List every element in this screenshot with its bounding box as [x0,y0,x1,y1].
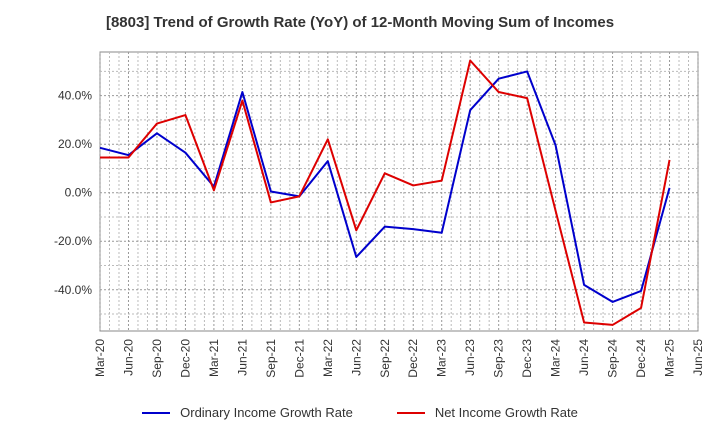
x-tick-label: Mar-23 [435,339,449,377]
y-tick-label: 0.0% [65,186,93,200]
x-tick-label: Dec-22 [406,339,420,378]
legend-item-net-income: Net Income Growth Rate [396,405,578,420]
x-tick-label: Jun-24 [577,339,591,376]
x-tick-label: Sep-24 [606,339,620,378]
x-tick-label: Sep-22 [378,339,392,378]
legend-swatch-ordinary-income [142,411,171,414]
y-tick-label: 20.0% [58,137,92,151]
x-tick-label: Mar-25 [663,339,677,377]
chart-title: [8803] Trend of Growth Rate (YoY) of 12-… [105,14,615,31]
grid-layer [99,52,699,331]
x-tick-label: Dec-24 [634,339,648,378]
x-tick-label: Mar-21 [207,339,221,377]
x-tick-label: Dec-23 [520,339,534,378]
plot-area [99,51,699,332]
legend-item-ordinary-income: Ordinary Income Growth Rate [142,405,353,420]
legend-swatch-net-income [396,411,425,414]
x-tick-label: Mar-22 [321,339,335,377]
x-tick-label: Jun-25 [691,339,705,376]
y-tick-label: -40.0% [54,283,92,297]
x-tick-label: Jun-20 [121,339,135,376]
series-layer [99,59,671,326]
legend: Ordinary Income Growth Rate Net Income G… [0,405,720,420]
x-tick-label: Mar-24 [549,339,563,377]
x-tick-label: Sep-20 [150,339,164,378]
series-line-net-income [100,59,671,326]
x-tick-label: Dec-21 [292,339,306,378]
axis-layer: -40.0% -20.0% 0.0% 20.0% 40.0% Mar-20 Jun-20 Se… [54,89,705,378]
x-tick-label: Dec-20 [178,339,192,378]
legend-label-ordinary-income: Ordinary Income Growth Rate [180,405,353,420]
x-tick-label: Jun-21 [235,339,249,376]
series-line-ordinary-income [99,70,671,303]
x-tick-label: Jun-23 [463,339,477,376]
y-tick-label: -20.0% [54,234,92,248]
x-tick-label: Jun-22 [349,339,363,376]
y-tick-label: 40.0% [58,89,92,103]
x-tick-label: Sep-23 [492,339,506,378]
legend-label-net-income: Net Income Growth Rate [434,405,578,420]
x-tick-label: Mar-20 [93,339,107,377]
x-tick-label: Sep-21 [264,339,278,378]
